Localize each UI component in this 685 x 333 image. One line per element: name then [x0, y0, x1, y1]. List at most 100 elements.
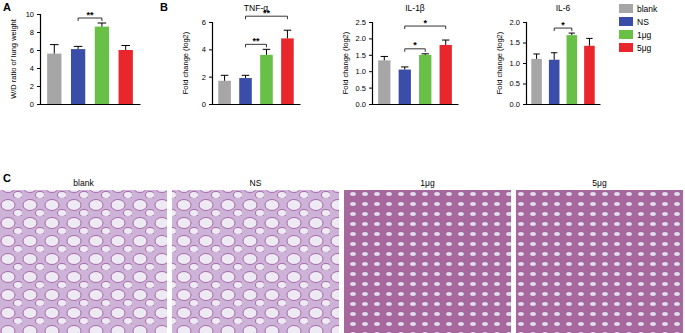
error-cap [74, 46, 83, 47]
image-label: 5μg [592, 178, 607, 188]
error-cap [533, 53, 539, 54]
error-bar [50, 45, 59, 54]
y-tick-label: 0 [30, 100, 34, 109]
y-tick-mark [523, 43, 526, 44]
y-tick: 4 [30, 64, 40, 73]
histology-image [516, 190, 683, 333]
error-cap [221, 75, 229, 76]
chart-title: IL-6 [556, 3, 571, 13]
y-tick-label: 4 [30, 64, 34, 73]
chart: 0246Fold change (log2)**** [181, 8, 301, 109]
y-tick-mark [37, 50, 40, 51]
significance-label: * [423, 18, 427, 28]
y-tick: 2.0 [510, 18, 526, 27]
chart: 0246810W/D ratio of lung weight** [9, 10, 141, 109]
y-tick-label: 1.0 [356, 67, 366, 76]
y-tick-mark [37, 68, 40, 69]
y-tick-mark [523, 22, 526, 23]
y-tick-mark [209, 22, 212, 23]
legend-label: blank [637, 4, 658, 14]
legend-item: 5μg [619, 43, 652, 53]
y-tick-mark [523, 84, 526, 85]
histology-image [0, 190, 167, 333]
y-tick-label: 2.5 [356, 18, 366, 27]
error-bar [586, 38, 592, 45]
histology-image [172, 190, 339, 333]
legend-item: 1μg [619, 30, 652, 40]
y-tick-mark [523, 104, 526, 105]
y-axis: 0.00.51.01.52.0 [510, 18, 527, 109]
y-axis-title: Fold change (log2) [495, 31, 504, 94]
error-cap [284, 30, 292, 31]
error-cap [422, 53, 429, 54]
y-tick: 1.0 [510, 59, 526, 68]
y-tick: 2.0 [356, 34, 372, 43]
error-bar [442, 40, 449, 45]
legend-label: 1μg [637, 30, 652, 40]
y-tick-label: 4 [202, 45, 206, 54]
image-label: NS [250, 178, 262, 188]
error-whisker [101, 23, 102, 27]
error-whisker [125, 46, 126, 51]
y-axis: 0246 [202, 18, 213, 109]
y-tick-mark [209, 77, 212, 78]
y-tick: 10 [26, 10, 40, 19]
error-cap [242, 75, 250, 76]
bar [531, 59, 542, 104]
y-axis: 0.00.51.01.52.02.5 [356, 18, 373, 109]
y-tick-label: 0 [202, 100, 206, 109]
y-tick-label: 1.0 [510, 59, 520, 68]
legend-item: blank [619, 4, 658, 14]
bar [281, 38, 294, 104]
y-axis-title: Fold change (log2) [341, 31, 350, 94]
x-axis-line [527, 104, 601, 105]
bar [119, 50, 133, 104]
significance-label: ** [252, 36, 260, 46]
y-tick: 0.5 [510, 79, 526, 88]
x-axis-line [373, 104, 459, 105]
chart-title: IL-1β [405, 3, 425, 13]
error-whisker [224, 75, 225, 80]
bar [95, 27, 109, 104]
y-tick-mark [209, 49, 212, 50]
error-bar [533, 54, 539, 59]
y-axis-line [523, 23, 527, 105]
chart: 0.00.51.01.52.0Fold change (log2)* [495, 18, 601, 109]
bar [71, 49, 85, 104]
y-axis-title: Fold change (log2) [181, 31, 190, 94]
y-tick-label: 2 [202, 73, 206, 82]
image-label: blank [73, 178, 94, 188]
plot-area [218, 30, 293, 104]
y-tick-label: 1.5 [510, 38, 520, 47]
error-whisker [536, 54, 537, 59]
panel-label: C [3, 172, 11, 184]
y-axis-line [369, 23, 373, 105]
bar [549, 60, 560, 104]
y-axis-title: W/D ratio of lung weight [9, 18, 18, 99]
chart-title: TNF-α [244, 3, 268, 13]
panel-label: A [3, 1, 11, 13]
error-cap [98, 23, 107, 24]
y-tick-mark [369, 71, 372, 72]
error-cap [586, 38, 592, 39]
error-whisker [54, 45, 55, 54]
image-label: 1μg [420, 178, 435, 188]
y-tick: 1.5 [356, 51, 372, 60]
y-tick: 4 [202, 45, 212, 54]
error-whisker [384, 56, 385, 60]
bar [399, 70, 411, 104]
y-tick: 2 [30, 82, 40, 91]
error-bar [569, 33, 575, 35]
error-whisker [266, 49, 267, 54]
y-tick-mark [37, 32, 40, 33]
bar [378, 60, 390, 104]
error-bar [284, 30, 292, 38]
significance-label: * [413, 40, 417, 50]
bar [47, 54, 61, 104]
error-bar [221, 75, 229, 80]
histology-image [344, 190, 511, 333]
y-tick-mark [369, 55, 372, 56]
error-bar [551, 53, 557, 60]
y-tick-mark [369, 104, 372, 105]
error-cap [263, 49, 271, 50]
